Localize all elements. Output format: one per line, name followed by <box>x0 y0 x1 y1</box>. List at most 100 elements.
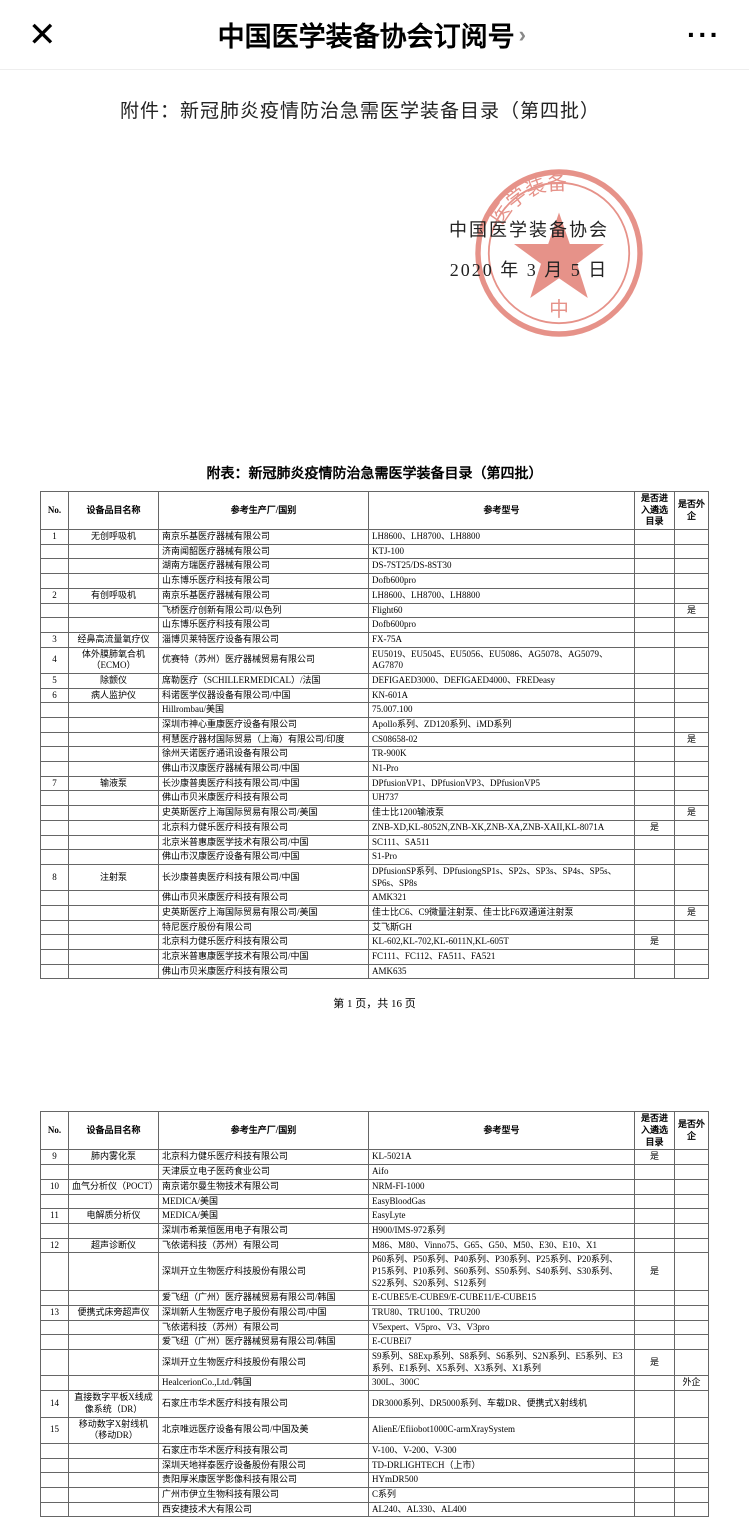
table-row: 北京米普惠康医学技术有限公司/中国SC111、SA511 <box>41 835 709 850</box>
cell-f1: 是 <box>635 1150 675 1165</box>
equipment-table-2: No. 设备品目名称 参考生产厂/国别 参考型号 是否进入遴选目录 是否外企 9… <box>40 1111 709 1517</box>
cell-name <box>69 703 159 718</box>
cell-model: Apollo系列、ZD120系列、iMD系列 <box>369 718 635 733</box>
cell-f2 <box>675 762 709 777</box>
cell-f2 <box>675 574 709 589</box>
cell-name <box>69 1223 159 1238</box>
cell-f2 <box>675 559 709 574</box>
more-icon[interactable]: ··· <box>687 19 721 51</box>
cell-f2: 是 <box>675 905 709 920</box>
svg-text:中: 中 <box>549 299 569 321</box>
cell-mfr: 优赛特（苏州）医疗器械贸易有限公司 <box>159 647 369 673</box>
cell-f1 <box>635 1194 675 1209</box>
th-flag2: 是否外企 <box>675 1112 709 1150</box>
cell-f2 <box>675 1291 709 1306</box>
cell-f2 <box>675 776 709 791</box>
cell-f2 <box>675 1179 709 1194</box>
cell-f2 <box>675 688 709 703</box>
table-row: 济南闻韶医疗器械有限公司KTJ-100 <box>41 544 709 559</box>
cell-model: 佳士比1200输液泵 <box>369 806 635 821</box>
cell-f1: 是 <box>635 1350 675 1376</box>
cell-name <box>69 732 159 747</box>
page-title[interactable]: 中国医学装备协会订阅号 › <box>218 15 526 54</box>
cell-name <box>69 964 159 979</box>
cell-f2 <box>675 850 709 865</box>
cell-f1 <box>635 1165 675 1180</box>
cell-no <box>41 835 69 850</box>
close-icon[interactable]: ✕ <box>28 15 57 55</box>
cell-f2 <box>675 835 709 850</box>
th-flag1: 是否进入遴选目录 <box>635 1112 675 1150</box>
cell-no <box>41 1473 69 1488</box>
cell-f2 <box>675 673 709 688</box>
page-footer: 第 1 页，共 16 页 <box>40 995 709 1011</box>
cell-mfr: 济南闻韶医疗器械有限公司 <box>159 544 369 559</box>
cell-name <box>69 544 159 559</box>
cell-no <box>41 1320 69 1335</box>
cell-model: S9系列、S8Exp系列、S8系列、S6系列、S2N系列、E5系列、E3系列、E… <box>369 1350 635 1376</box>
th-model: 参考型号 <box>369 1112 635 1150</box>
table-row: 15移动数字X射线机（移动DR）北京唯远医疗设备有限公司/中国及美AlienE/… <box>41 1417 709 1443</box>
cell-name <box>69 950 159 965</box>
cell-f2 <box>675 820 709 835</box>
cell-f1 <box>635 1487 675 1502</box>
cell-name <box>69 1376 159 1391</box>
cell-f2 <box>675 1320 709 1335</box>
cell-name: 便携式床旁超声仪 <box>69 1306 159 1321</box>
cell-mfr: 广州市伊立生物科技有限公司 <box>159 1487 369 1502</box>
cell-no: 10 <box>41 1179 69 1194</box>
cell-mfr: 南京乐基医疗器械有限公司 <box>159 588 369 603</box>
cell-name: 无创呼吸机 <box>69 530 159 545</box>
cell-f2 <box>675 1473 709 1488</box>
cell-no: 6 <box>41 688 69 703</box>
cell-model: C系列 <box>369 1487 635 1502</box>
cell-no <box>41 747 69 762</box>
cell-no <box>41 1376 69 1391</box>
title-text: 中国医学装备协会订阅号 <box>218 15 515 54</box>
cell-name <box>69 574 159 589</box>
cell-mfr: 佛山市贝米康医疗科技有限公司 <box>159 791 369 806</box>
cell-f1 <box>635 703 675 718</box>
cell-f2 <box>675 1165 709 1180</box>
cell-f2 <box>675 747 709 762</box>
th-flag2: 是否外企 <box>675 492 709 530</box>
cell-f2: 是 <box>675 603 709 618</box>
cell-mfr: 徐州天诺医疗通讯设备有限公司 <box>159 747 369 762</box>
table-row: 飞依诺科技（苏州）有限公司V5expert、V5pro、V3、V3pro <box>41 1320 709 1335</box>
table-row: 佛山市贝米康医疗科技有限公司UH737 <box>41 791 709 806</box>
cell-name <box>69 905 159 920</box>
table-row: 深圳开立生物医疗科技股份有限公司S9系列、S8Exp系列、S8系列、S6系列、S… <box>41 1350 709 1376</box>
cell-model: V5expert、V5pro、V3、V3pro <box>369 1320 635 1335</box>
cell-model: E-CUBE5/E-CUBE9/E-CUBE11/E-CUBE15 <box>369 1291 635 1306</box>
cell-f2 <box>675 1194 709 1209</box>
cell-f2 <box>675 588 709 603</box>
cell-mfr: 贵阳厚米康医学影像科技有限公司 <box>159 1473 369 1488</box>
cell-model: KL-5021A <box>369 1150 635 1165</box>
cell-f1 <box>635 673 675 688</box>
cell-f2 <box>675 1350 709 1376</box>
cell-name: 输液泵 <box>69 776 159 791</box>
cell-f1 <box>635 588 675 603</box>
cell-no <box>41 1165 69 1180</box>
cell-model: Flight60 <box>369 603 635 618</box>
cell-model: H900/IMS-972系列 <box>369 1223 635 1238</box>
cell-f2 <box>675 950 709 965</box>
cell-mfr: 长沙康普奥医疗科技有限公司/中国 <box>159 776 369 791</box>
cell-name: 有创呼吸机 <box>69 588 159 603</box>
cell-name <box>69 891 159 906</box>
cell-name: 除颤仪 <box>69 673 159 688</box>
cell-no: 2 <box>41 588 69 603</box>
cell-mfr: 深圳市希莱恒医用电子有限公司 <box>159 1223 369 1238</box>
cell-no: 15 <box>41 1417 69 1443</box>
cell-name: 移动数字X射线机（移动DR） <box>69 1417 159 1443</box>
cell-no <box>41 1291 69 1306</box>
table-row: 深圳开立生物医疗科技股份有限公司P60系列、P50系列、P40系列、P30系列、… <box>41 1253 709 1291</box>
cell-mfr: 柯慧医疗器材国际贸易（上海）有限公司/印度 <box>159 732 369 747</box>
cell-f1 <box>635 1179 675 1194</box>
cell-no: 11 <box>41 1209 69 1224</box>
cell-no <box>41 891 69 906</box>
table-row: 深圳天地祥泰医疗设备股份有限公司TD-DRLIGHTECH（上市） <box>41 1458 709 1473</box>
table-row: 10血气分析仪（POCT）南京诺尔曼生物技术有限公司NRM-FI-1000 <box>41 1179 709 1194</box>
cell-name <box>69 762 159 777</box>
table-row: 湖南方瑞医疗器械有限公司DS-7ST25/DS-8ST30 <box>41 559 709 574</box>
